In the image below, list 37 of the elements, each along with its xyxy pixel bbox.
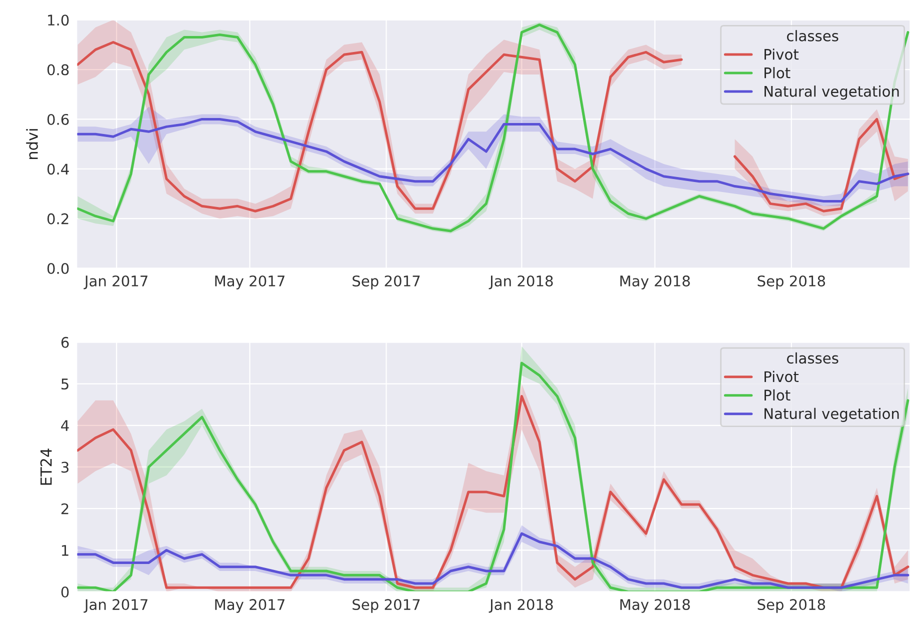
- x-tick-label: May 2018: [620, 275, 690, 290]
- y-tick-label: 0.4: [47, 164, 69, 175]
- x-tick-label: Sep 2018: [758, 599, 826, 613]
- legend-label: Plot: [764, 389, 790, 401]
- x-tick-label: May 2018: [620, 599, 690, 613]
- x-tick-label: Jan 2018: [488, 275, 553, 290]
- y-tick-label: 5: [62, 378, 68, 390]
- legend-label: Natural vegetation: [764, 408, 899, 422]
- y-tick-label: 4: [61, 420, 69, 431]
- line-series: [76, 118, 910, 202]
- y-axis-title: ET24: [40, 448, 52, 485]
- y-tick-label: 0.6: [47, 114, 69, 125]
- y-tick-label: 0.8: [47, 64, 69, 76]
- legend-label: Plot: [764, 67, 790, 78]
- y-tick-label: 0.2: [47, 213, 68, 224]
- x-tick-label: Sep 2017: [352, 275, 420, 290]
- legend-title: classes: [787, 30, 838, 42]
- legend-label: Pivot: [764, 48, 799, 60]
- y-tick-label: 0.0: [47, 262, 69, 274]
- legend-title: classes: [787, 352, 838, 364]
- legend-label: Natural vegetation: [764, 86, 899, 100]
- x-tick-label: Jan 2018: [488, 599, 553, 613]
- line-series: [76, 532, 910, 589]
- legend-label: Pivot: [764, 370, 799, 382]
- y-tick-label: 6: [61, 336, 69, 348]
- y-axis-title: ndvi: [26, 129, 38, 160]
- y-tick-label: 0: [61, 586, 69, 598]
- y-tick-label: 1: [62, 545, 68, 556]
- x-tick-label: Jan 2017: [84, 599, 148, 613]
- y-tick-label: 2: [61, 503, 68, 514]
- x-tick-label: Sep 2017: [352, 599, 420, 613]
- x-tick-label: May 2017: [215, 275, 284, 290]
- x-tick-label: May 2017: [215, 599, 284, 613]
- x-tick-label: Jan 2017: [84, 275, 148, 290]
- y-tick-label: 1.0: [48, 14, 69, 26]
- x-tick-label: Sep 2018: [758, 275, 826, 290]
- y-tick-label: 3: [61, 462, 68, 473]
